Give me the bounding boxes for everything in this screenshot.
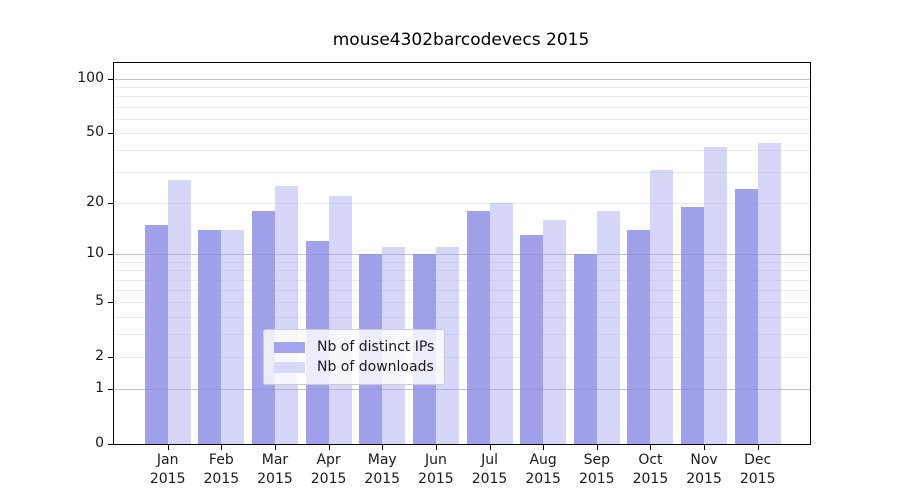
bar-downloads: [435, 247, 459, 444]
x-axis-tick-label: Feb 2015: [203, 452, 240, 487]
bar-downloads: [167, 180, 191, 444]
x-axis-tick-label: Apr 2015: [310, 452, 347, 487]
bar-distinct-ips: [251, 211, 275, 444]
y-axis-tick: [108, 389, 114, 391]
bar-distinct-ips: [198, 229, 222, 444]
y-axis-tick-label: 0: [95, 435, 104, 451]
y-axis-tick: [108, 203, 114, 205]
x-axis-tick-label: Jan 2015: [149, 452, 186, 487]
y-axis-tick: [108, 357, 114, 359]
bar-downloads: [274, 186, 298, 444]
bar-downloads: [704, 146, 728, 444]
x-axis-tick-label: May 2015: [364, 452, 401, 487]
bar-downloads: [328, 196, 352, 444]
x-axis-tick: [328, 444, 330, 450]
minor-gridline: [114, 334, 810, 336]
bar-distinct-ips: [144, 224, 168, 444]
x-axis-tick: [650, 444, 652, 450]
minor-gridline: [114, 203, 810, 205]
x-axis-tick-label: Jul 2015: [471, 452, 508, 487]
y-axis-tick: [108, 78, 114, 80]
x-axis-tick-label: Jun 2015: [418, 452, 454, 487]
legend-entry-distinct-ips: Nb of distinct IPs: [274, 337, 434, 357]
x-axis-tick: [382, 444, 384, 450]
y-axis-tick-label: 100: [77, 69, 104, 86]
x-axis-tick-label: Mar 2015: [257, 452, 293, 487]
major-gridline: [114, 254, 810, 256]
x-axis-tick-label: Sep 2015: [578, 452, 615, 487]
minor-gridline: [114, 132, 810, 134]
x-axis-tick: [543, 444, 545, 450]
y-axis-tick-label: 10: [86, 245, 104, 262]
x-axis-tick: [704, 444, 706, 450]
legend-entry-downloads: Nb of downloads: [274, 357, 434, 377]
y-axis-tick-label: 20: [86, 194, 104, 211]
x-axis-tick: [489, 444, 491, 450]
y-axis-tick-label: 1: [95, 380, 104, 397]
x-axis-tick: [221, 444, 223, 450]
x-axis-tick-label: Nov 2015: [686, 452, 722, 487]
y-axis-tick: [108, 132, 114, 134]
minor-gridline: [114, 316, 810, 318]
minor-gridline: [114, 302, 810, 304]
minor-gridline: [114, 261, 810, 263]
chart-title: mouse4302barcodevecs 2015: [332, 30, 590, 50]
minor-gridline: [114, 290, 810, 292]
bar-downloads: [650, 169, 674, 444]
bar-distinct-ips: [627, 229, 651, 444]
y-axis-tick-label: 2: [95, 348, 104, 365]
minor-gridline: [114, 118, 810, 120]
plot-area: 100 50 20 10 5 2 1 0 Jan 2015 Feb 2015 Mar 2015 Apr 201…: [77, 62, 811, 487]
x-axis-tick: [274, 444, 276, 450]
bar-downloads: [757, 142, 781, 444]
bar-distinct-ips: [734, 189, 758, 444]
y-axis-tick: [108, 444, 114, 445]
x-axis-tick: [167, 444, 169, 450]
x-axis-tick: [596, 444, 598, 450]
y-axis-tick: [108, 254, 114, 256]
minor-gridline: [114, 172, 810, 174]
legend-swatch-distinct-ips: [274, 341, 305, 353]
bar-downloads: [543, 219, 567, 444]
legend-swatch-downloads: [274, 361, 305, 373]
legend-label-downloads: Nb of downloads: [317, 359, 434, 375]
legend-label-distinct-ips: Nb of distinct IPs: [317, 339, 435, 355]
bar-downloads: [489, 203, 513, 444]
x-axis-tick: [435, 444, 437, 450]
y-axis-tick: [108, 302, 114, 304]
x-axis-tick-label: Dec 2015: [739, 452, 776, 487]
y-axis-tick-label: 5: [95, 293, 104, 310]
minor-gridline: [114, 96, 810, 98]
y-axis-tick-label: 50: [86, 123, 104, 140]
bar-downloads: [596, 211, 620, 444]
minor-gridline: [114, 106, 810, 108]
bar-downloads: [221, 229, 245, 444]
bar-distinct-ips: [520, 235, 544, 444]
minor-gridline: [114, 150, 810, 152]
major-gridline: [114, 78, 810, 80]
x-axis-tick-label: Aug 2015: [525, 452, 561, 487]
bar-distinct-ips: [466, 211, 490, 444]
minor-gridline: [114, 357, 810, 359]
minor-gridline: [114, 87, 810, 89]
minor-gridline: [114, 270, 810, 272]
legend: Nb of distinct IPs Nb of downloads: [263, 329, 446, 385]
bar-distinct-ips: [573, 254, 597, 444]
x-axis-tick-label: Oct 2015: [632, 452, 669, 487]
major-gridline: [114, 389, 810, 391]
x-axis-tick: [757, 444, 759, 450]
minor-gridline: [114, 279, 810, 281]
bar-distinct-ips: [681, 207, 705, 444]
